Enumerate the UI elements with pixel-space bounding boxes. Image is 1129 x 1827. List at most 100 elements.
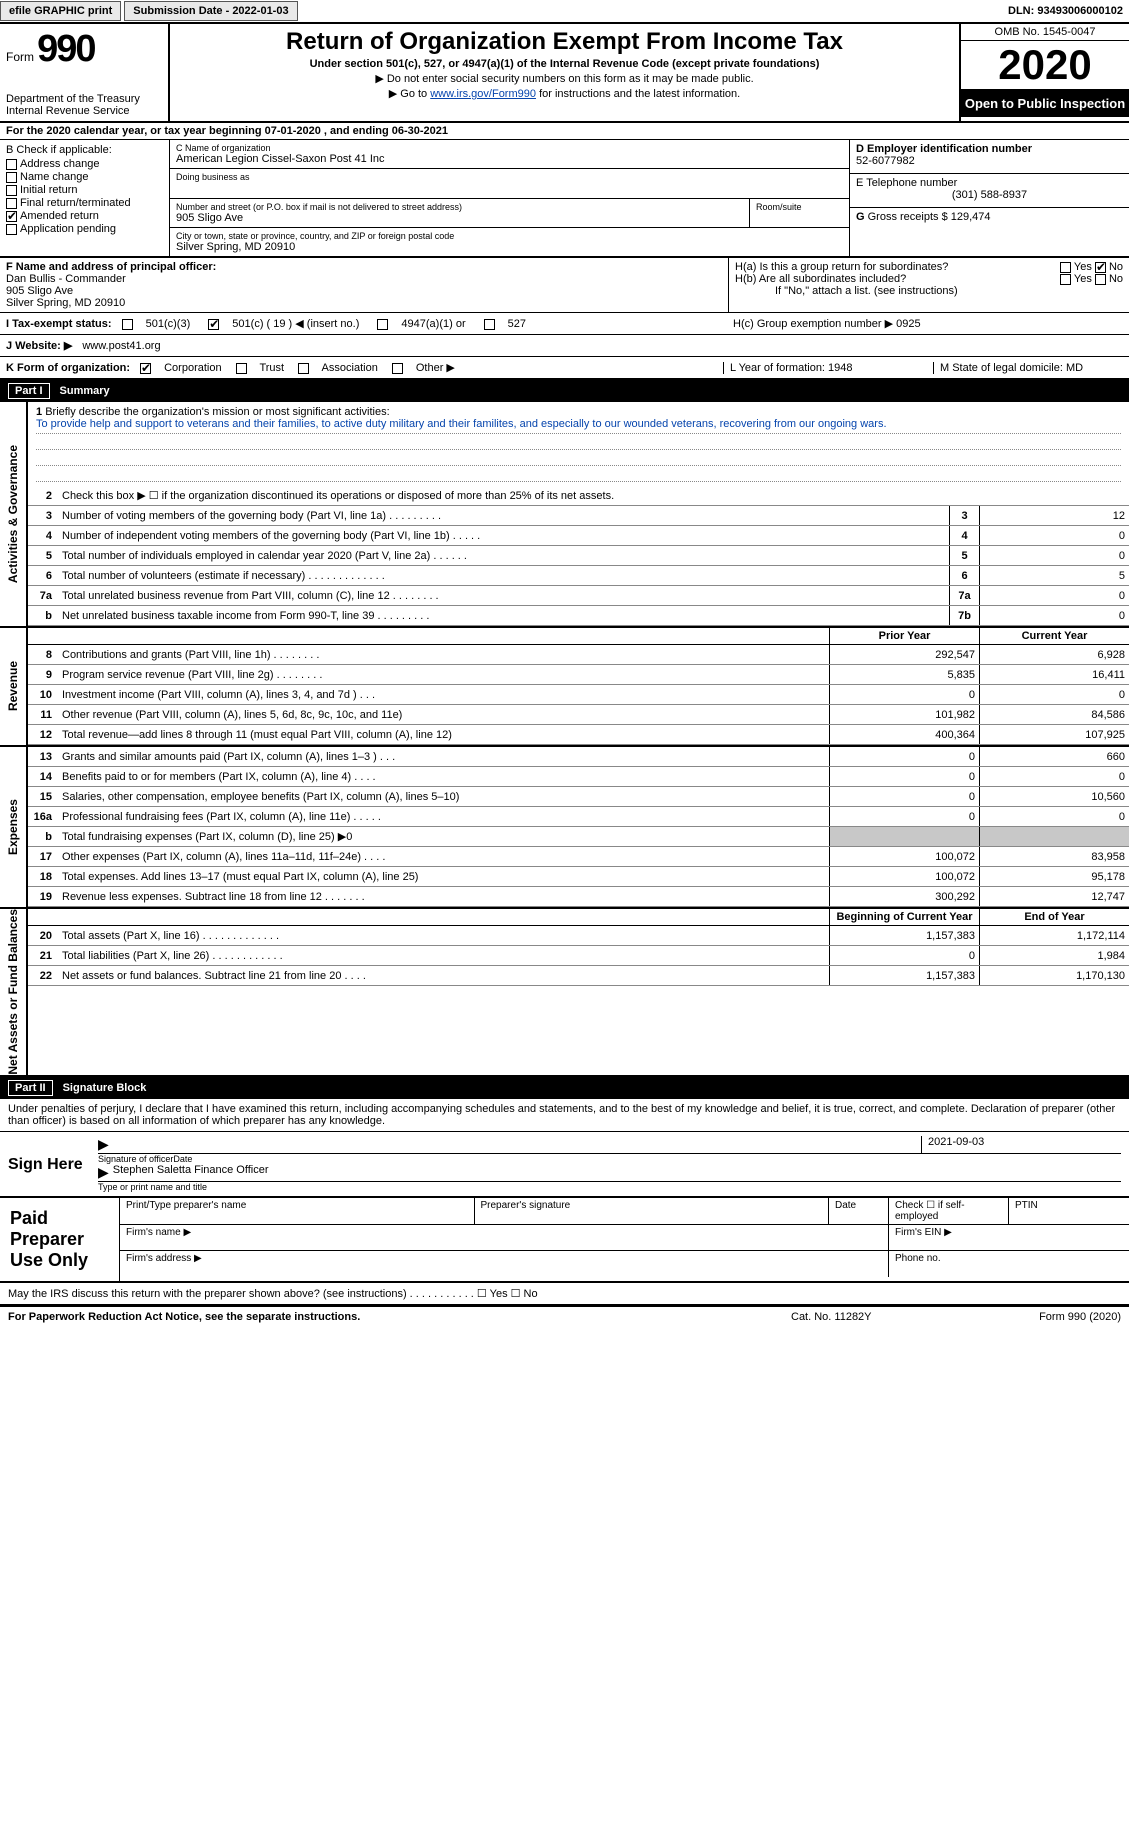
summary-line: bTotal fundraising expenses (Part IX, co…: [28, 827, 1129, 847]
mission-blank-3: [36, 466, 1121, 482]
sig-date-lbl: Date: [173, 1154, 373, 1164]
expenses-section: Expenses 13Grants and similar amounts pa…: [0, 747, 1129, 909]
ein: 52-6077982: [856, 155, 1123, 167]
section-b-option[interactable]: Initial return: [6, 184, 163, 196]
section-l: L Year of formation: 1948: [723, 362, 923, 374]
mission-blank-1: [36, 434, 1121, 450]
section-b-option[interactable]: Address change: [6, 158, 163, 170]
sign-block: Sign Here ▶ 2021-09-03 Signature of offi…: [0, 1132, 1129, 1198]
omb-number: OMB No. 1545-0047: [961, 24, 1129, 41]
tax-status-option[interactable]: 4947(a)(1) or: [377, 318, 465, 330]
org-form-option[interactable]: Corporation: [140, 362, 222, 374]
officer-name: Dan Bullis - Commander: [6, 273, 722, 285]
side-na: Net Assets or Fund Balances: [6, 909, 20, 1075]
summary-line: 4Number of independent voting members of…: [28, 526, 1129, 546]
line-a: For the 2020 calendar year, or tax year …: [0, 123, 1129, 140]
summary-line: 16aProfessional fundraising fees (Part I…: [28, 807, 1129, 827]
prep-h4: Check ☐ if self-employed: [889, 1198, 1009, 1224]
section-b-option[interactable]: Final return/terminated: [6, 197, 163, 209]
current-year-hdr: Current Year: [979, 628, 1129, 644]
summary-line: 19Revenue less expenses. Subtract line 1…: [28, 887, 1129, 907]
firm-addr: Firm's address ▶: [120, 1251, 889, 1277]
summary-line: 14Benefits paid to or for members (Part …: [28, 767, 1129, 787]
checkbox-icon[interactable]: [140, 363, 151, 374]
governance-section: Activities & Governance 1 Briefly descri…: [0, 402, 1129, 628]
summary-line: 10Investment income (Part VIII, column (…: [28, 685, 1129, 705]
side-rev: Revenue: [6, 661, 20, 711]
org-form-option[interactable]: Trust: [236, 362, 285, 374]
form-ref: Form 990 (2020): [941, 1311, 1121, 1323]
checkbox-icon[interactable]: [236, 363, 247, 374]
end-year-hdr: End of Year: [979, 909, 1129, 925]
h-b-note: If "No," attach a list. (see instruction…: [735, 285, 1123, 297]
officer-addr: 905 Sligo Ave: [6, 285, 722, 297]
checkbox-icon[interactable]: [484, 319, 495, 330]
checkbox-icon[interactable]: [122, 319, 133, 330]
h-a-yesno: Yes No: [1060, 261, 1123, 273]
summary-line: 17Other expenses (Part IX, column (A), l…: [28, 847, 1129, 867]
cat-no: Cat. No. 11282Y: [791, 1311, 941, 1323]
note-2: ▶ Go to www.irs.gov/Form990 for instruct…: [174, 87, 955, 100]
firm-name: Firm's name ▶: [120, 1225, 889, 1250]
checkbox-icon[interactable]: [377, 319, 388, 330]
summary-line: 2Check this box ▶ ☐ if the organization …: [28, 486, 1129, 506]
city-label: City or town, state or province, country…: [176, 231, 843, 241]
checkbox-icon[interactable]: [6, 159, 17, 170]
checkbox-icon[interactable]: [392, 363, 403, 374]
irs-link[interactable]: www.irs.gov/Form990: [430, 88, 536, 100]
summary-line: 3Number of voting members of the governi…: [28, 506, 1129, 526]
dept-label: Department of the Treasury Internal Reve…: [6, 93, 162, 117]
netassets-section: Net Assets or Fund Balances Beginning of…: [0, 909, 1129, 1077]
summary-line: 15Salaries, other compensation, employee…: [28, 787, 1129, 807]
mission-blank-2: [36, 450, 1121, 466]
prep-h5: PTIN: [1009, 1198, 1129, 1224]
submission-button[interactable]: Submission Date - 2022-01-03: [124, 1, 297, 21]
section-b-option[interactable]: Amended return: [6, 210, 163, 222]
checkbox-icon[interactable]: [208, 319, 219, 330]
part-2-header: Part II Signature Block: [0, 1077, 1129, 1099]
part-1-header: Part I Summary: [0, 380, 1129, 402]
part-1-title: Summary: [60, 385, 110, 397]
checkbox-icon[interactable]: [298, 363, 309, 374]
h-b: H(b) Are all subordinates included?: [735, 273, 906, 285]
h-c: H(c) Group exemption number ▶ 0925: [733, 317, 1113, 330]
tax-status-option[interactable]: 501(c)(3): [122, 318, 191, 330]
city: Silver Spring, MD 20910: [176, 241, 843, 253]
org-form-option[interactable]: Association: [298, 362, 378, 374]
paperwork-notice: For Paperwork Reduction Act Notice, see …: [8, 1311, 791, 1323]
addr-label: Number and street (or P.O. box if mail i…: [176, 202, 743, 212]
preparer-block: Paid Preparer Use Only Print/Type prepar…: [0, 1198, 1129, 1283]
summary-line: 6Total number of volunteers (estimate if…: [28, 566, 1129, 586]
address: 905 Sligo Ave: [176, 212, 743, 224]
topbar: efile GRAPHIC print Submission Date - 20…: [0, 0, 1129, 24]
checkbox-icon[interactable]: [6, 172, 17, 183]
side-exp: Expenses: [6, 799, 20, 855]
prep-h2: Preparer's signature: [475, 1198, 830, 1224]
sig-officer-lbl: Signature of officer: [98, 1154, 173, 1164]
preparer-label: Paid Preparer Use Only: [0, 1198, 120, 1281]
section-j-label: J Website: ▶: [6, 339, 72, 352]
section-d-label: D Employer identification number: [856, 143, 1123, 155]
checkbox-icon[interactable]: [6, 198, 17, 209]
checkbox-icon[interactable]: [6, 224, 17, 235]
org-name: American Legion Cissel-Saxon Post 41 Inc: [176, 153, 843, 165]
efile-button[interactable]: efile GRAPHIC print: [0, 1, 121, 21]
section-f-label: F Name and address of principal officer:: [6, 261, 722, 273]
section-b-option[interactable]: Name change: [6, 171, 163, 183]
summary-line: bNet unrelated business taxable income f…: [28, 606, 1129, 626]
section-b-option[interactable]: Application pending: [6, 223, 163, 235]
org-form-option[interactable]: Other ▶: [392, 362, 455, 374]
checkbox-icon[interactable]: [6, 185, 17, 196]
status-row: I Tax-exempt status: 501(c)(3) 501(c) ( …: [0, 313, 1129, 335]
summary-line: 18Total expenses. Add lines 13–17 (must …: [28, 867, 1129, 887]
gross-receipts: Gross receipts $ 129,474: [868, 211, 991, 223]
firm-ein: Firm's EIN ▶: [889, 1225, 1129, 1250]
section-e-label: E Telephone number: [856, 177, 1123, 189]
h-b-yesno: Yes No: [1060, 273, 1123, 285]
form-title: Return of Organization Exempt From Incom…: [174, 28, 955, 56]
tax-status-option[interactable]: 527: [484, 318, 526, 330]
tax-status-option[interactable]: 501(c) ( 19 ) ◀ (insert no.): [208, 318, 359, 330]
checkbox-icon[interactable]: [6, 211, 17, 222]
note2-pre: ▶ Go to: [389, 88, 430, 100]
section-i-label: I Tax-exempt status:: [6, 318, 112, 330]
